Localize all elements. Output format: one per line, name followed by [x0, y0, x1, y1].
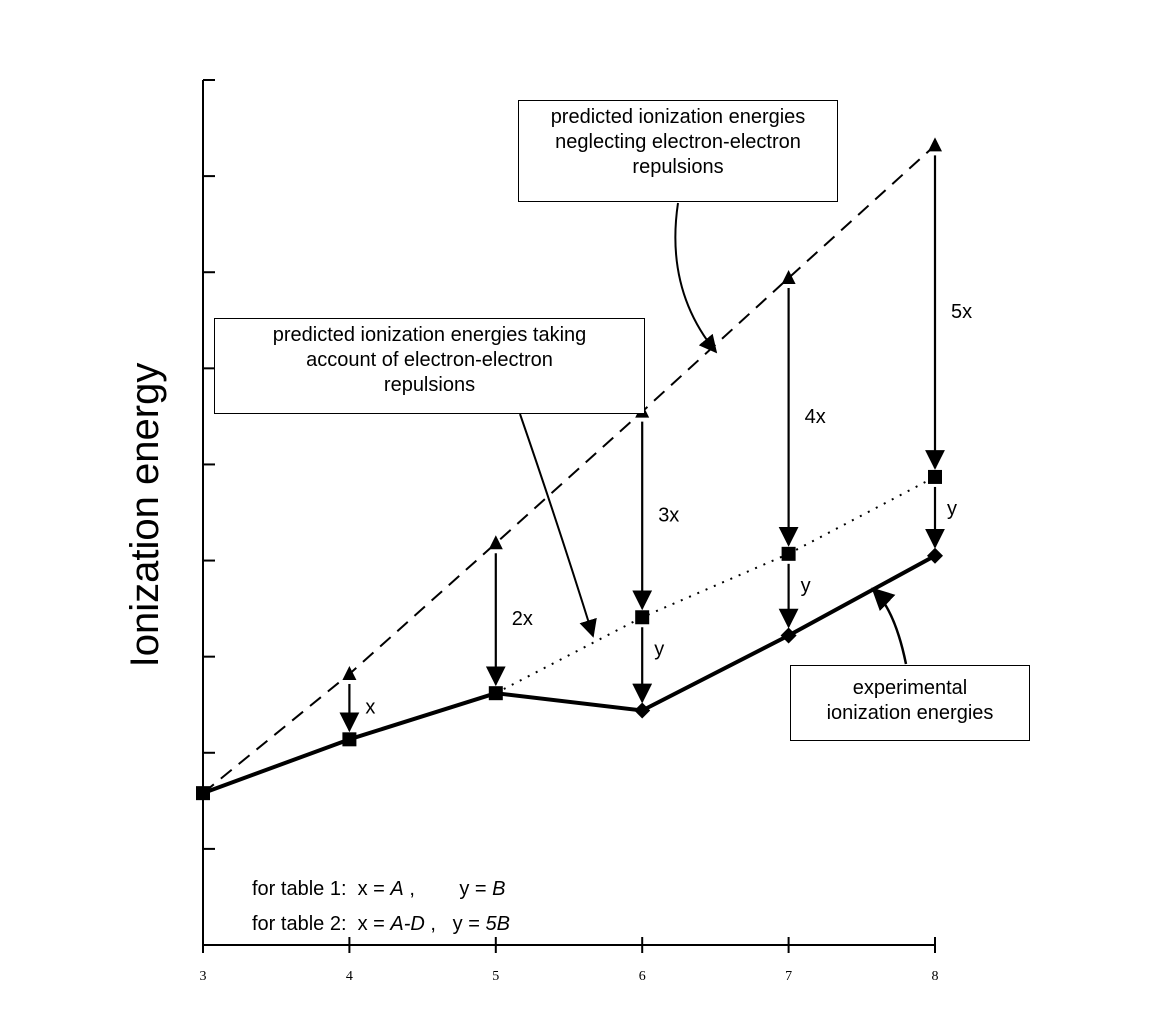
- x-tick-label: 3: [200, 969, 207, 984]
- gap-label: y: [947, 498, 957, 520]
- x-tick-label: 5: [492, 969, 499, 984]
- data-point-experimental: [634, 702, 651, 719]
- y-axis-label: Ionization energy: [123, 363, 167, 668]
- callout-box-neglecting: predicted ionization energies neglecting…: [518, 100, 838, 202]
- pointer-neglecting: [674, 202, 718, 354]
- series-layer: [196, 137, 943, 801]
- callout-box-experimental: experimental ionization energies: [790, 665, 1030, 741]
- data-point-neglecting: [781, 269, 796, 284]
- x-tick-label: 6: [639, 969, 646, 984]
- data-point-taking_account: [928, 469, 942, 484]
- data-point-experimental: [488, 686, 503, 701]
- pointer-taking-account: [519, 413, 597, 638]
- data-point-experimental: [780, 627, 797, 644]
- data-point-neglecting: [928, 137, 942, 152]
- x-tick-label: 4: [346, 969, 353, 984]
- gap-label: 5x: [951, 301, 972, 323]
- x-tick-label: 7: [785, 969, 792, 984]
- gap-label: y: [801, 575, 811, 597]
- gap-arrows: x 2x 3x y 4x y 5x y: [339, 155, 972, 733]
- data-point-neglecting: [488, 535, 503, 550]
- series-line-neglecting: [202, 144, 936, 794]
- data-point-experimental: [196, 786, 210, 801]
- axes: 3 4 5 6 7 8: [200, 79, 939, 984]
- series-line-taking_account: [495, 476, 936, 695]
- data-point-experimental: [927, 547, 943, 564]
- data-point-taking_account: [781, 546, 796, 561]
- callout-pointers: [519, 202, 908, 665]
- gap-label: 4x: [805, 406, 826, 428]
- table-note-2: for table 2: x = A-D , y = 5B: [252, 913, 510, 935]
- series-experimental: [196, 547, 943, 801]
- data-point-taking_account: [635, 610, 650, 625]
- series-taking_account: [495, 469, 942, 695]
- gap-label: 2x: [512, 608, 533, 630]
- callout-box-taking-account: predicted ionization energies taking acc…: [214, 318, 645, 414]
- table-note-1: for table 1: x = A , y = B: [252, 878, 506, 900]
- data-point-experimental: [342, 732, 357, 747]
- gap-label: x: [365, 697, 375, 719]
- x-tick-label: 8: [932, 969, 939, 984]
- pointer-experimental: [871, 587, 908, 665]
- data-point-neglecting: [342, 665, 357, 680]
- series-line-experimental: [202, 553, 936, 796]
- gap-label: 3x: [658, 504, 679, 526]
- gap-label: y: [654, 638, 664, 660]
